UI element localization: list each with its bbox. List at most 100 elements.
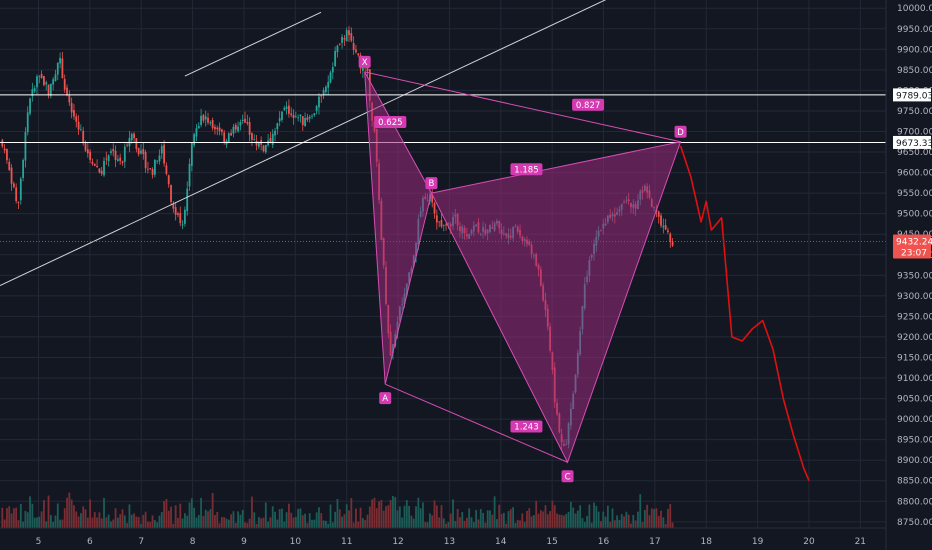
candle-body xyxy=(662,225,665,228)
volume-bar xyxy=(260,518,263,528)
candle-body xyxy=(331,67,334,73)
candle-body xyxy=(29,98,31,114)
candle-body xyxy=(10,167,13,184)
candle-body xyxy=(209,122,212,124)
point-label-a: A xyxy=(382,394,388,404)
candle-body xyxy=(68,95,71,103)
volume-bar xyxy=(116,517,119,528)
candle-body xyxy=(59,57,61,64)
candle-body xyxy=(294,116,297,118)
candle-body xyxy=(156,160,159,162)
volume-bar xyxy=(315,512,318,528)
volume-bar xyxy=(45,521,48,528)
ratio-label-bg xyxy=(510,420,543,433)
volume-bar xyxy=(574,513,577,528)
candle-body xyxy=(234,124,237,130)
volume-bar xyxy=(52,521,55,528)
volume-bar xyxy=(549,511,551,528)
candle-body xyxy=(172,204,175,209)
candle-body xyxy=(163,144,166,164)
volume-bar xyxy=(26,512,29,528)
y-tick-label: 8950.00 xyxy=(897,436,932,446)
volume-bar xyxy=(600,521,602,528)
volume-bar xyxy=(17,520,20,528)
candle-body xyxy=(36,76,38,88)
candle-body xyxy=(271,133,274,145)
point-label-x: X xyxy=(362,58,368,68)
candle-body xyxy=(211,119,214,129)
volume-bar xyxy=(493,496,496,528)
x-tick-label: 10 xyxy=(290,537,302,547)
candle-body xyxy=(253,139,256,141)
volume-bar xyxy=(177,517,179,528)
volume-bar xyxy=(63,508,66,528)
ratio-label: 1.243 xyxy=(514,423,538,433)
y-axis[interactable]: 10000.009950.009900.009850.009800.009750… xyxy=(885,0,932,550)
candle-body xyxy=(147,168,149,170)
candle-body xyxy=(288,105,290,114)
volume-bar xyxy=(84,509,87,528)
candle-body xyxy=(345,30,348,42)
y-tick-label: 9850.00 xyxy=(897,66,932,76)
volume-bar xyxy=(403,505,406,528)
candle-body xyxy=(133,133,135,139)
volume-bar xyxy=(355,508,357,528)
volume-bar xyxy=(246,523,249,528)
candle-body xyxy=(103,160,105,176)
candle-body xyxy=(308,116,311,119)
volume-bar xyxy=(590,522,593,528)
point-label-c: C xyxy=(565,472,571,482)
volume-bar xyxy=(551,500,554,528)
volume-bar xyxy=(366,514,369,528)
volume-bar xyxy=(507,511,510,528)
volume-bar xyxy=(190,498,193,528)
y-tick-label: 9300.00 xyxy=(897,292,932,302)
candle-body xyxy=(19,178,22,201)
volume-bar xyxy=(137,517,140,528)
candle-body xyxy=(82,130,85,144)
volume-bar xyxy=(329,504,332,528)
ratio-label-bg xyxy=(510,163,543,176)
volume-bar xyxy=(327,523,330,528)
volume-bar xyxy=(653,509,655,528)
candle-body xyxy=(84,143,87,151)
candle-body xyxy=(320,95,323,97)
volume-bar xyxy=(244,522,246,528)
harmonic-line-xd xyxy=(364,71,681,143)
volume-bar xyxy=(341,516,343,528)
volume-bar xyxy=(188,502,191,528)
volume-bar xyxy=(558,514,561,528)
candle-body xyxy=(144,152,147,169)
volume-bar xyxy=(15,507,18,528)
volume-bar xyxy=(322,520,325,528)
volume-bar xyxy=(569,501,572,528)
candle-body xyxy=(107,155,110,162)
volume-bar xyxy=(234,522,237,528)
x-tick-label: 6 xyxy=(87,537,93,547)
volume-bar xyxy=(368,506,371,528)
volume-bar xyxy=(294,516,297,528)
candle-body xyxy=(31,89,34,97)
candle-body xyxy=(86,149,89,154)
volume-bar xyxy=(512,507,515,528)
candle-body xyxy=(130,133,133,141)
volume-bar xyxy=(588,504,591,528)
volume-bar xyxy=(255,523,258,528)
volume-bar xyxy=(151,515,154,528)
volume-bar xyxy=(172,523,175,528)
volume-bars xyxy=(1,492,674,528)
volume-bar xyxy=(292,517,295,528)
candle-body xyxy=(357,53,360,56)
x-axis[interactable]: 5 6 7 8 9 10 11 12 13 14 15 16 17 18 19 20 21 xyxy=(0,527,932,550)
volume-bar xyxy=(523,521,526,528)
candle-body xyxy=(151,169,154,175)
volume-bar xyxy=(579,505,582,528)
volume-bar xyxy=(130,514,133,528)
candle-body xyxy=(26,112,29,133)
volume-bar xyxy=(262,517,265,528)
volume-bar xyxy=(144,511,147,528)
volume-bar xyxy=(620,514,623,528)
volume-bar xyxy=(96,517,98,528)
